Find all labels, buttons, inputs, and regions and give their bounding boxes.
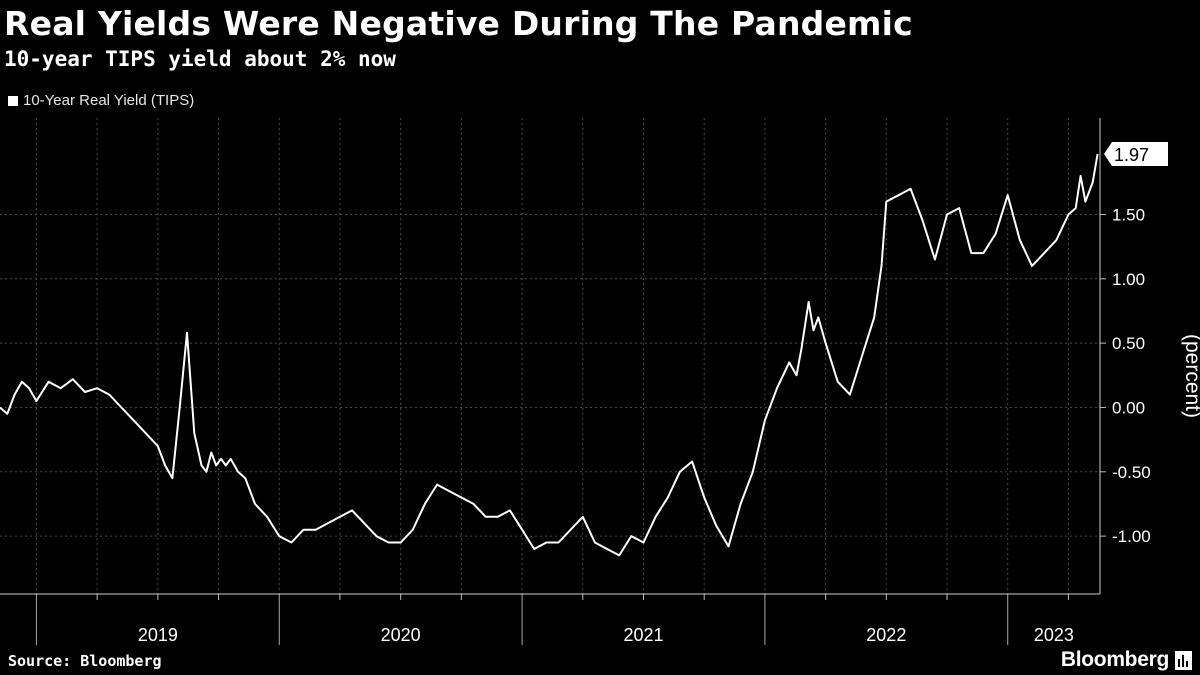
bloomberg-wordmark: Bloomberg [1060, 648, 1169, 671]
legend: 10-Year Real Yield (TIPS) [8, 92, 194, 109]
bloomberg-logo: Bloomberg [1061, 648, 1192, 672]
grid-layer [0, 118, 1100, 594]
x-year-label: 2020 [381, 625, 421, 645]
legend-swatch [8, 95, 18, 106]
y-tick-label: 1.00 [1112, 270, 1145, 289]
bloomberg-chart-icon [1175, 650, 1192, 670]
y-tick-label: 0.00 [1112, 398, 1145, 417]
y-tick-label: 1.50 [1112, 205, 1145, 224]
label-layer: 1.50 1.00 0.50 0.00 -0.50 -1.00 2019 2020 2021 20… [138, 142, 1200, 645]
y-tick-label: 0.50 [1112, 334, 1145, 353]
series-line-tips-yield [0, 153, 1099, 557]
x-year-label: 2019 [138, 625, 178, 645]
x-year-label: 2021 [623, 625, 663, 645]
last-value-badge [1104, 142, 1168, 167]
chart-title: Real Yields Were Negative During The Pan… [4, 4, 913, 43]
x-year-label: 2022 [866, 625, 906, 645]
legend-label: 10-Year Real Yield (TIPS) [23, 92, 195, 109]
y-axis-title: (percent) [1181, 334, 1200, 418]
chart-subtitle: 10-year TIPS yield about 2% now [4, 47, 396, 71]
y-tick-label: -1.00 [1112, 527, 1151, 546]
last-value-callout: 1.97 [1104, 142, 1168, 167]
x-year-label: 2023 [1034, 625, 1074, 645]
source-note: Source: Bloomberg [8, 652, 162, 670]
axis-layer [0, 118, 1106, 645]
last-value-label: 1.97 [1114, 145, 1149, 165]
series-layer [0, 153, 1099, 557]
y-tick-label: -0.50 [1112, 463, 1151, 482]
